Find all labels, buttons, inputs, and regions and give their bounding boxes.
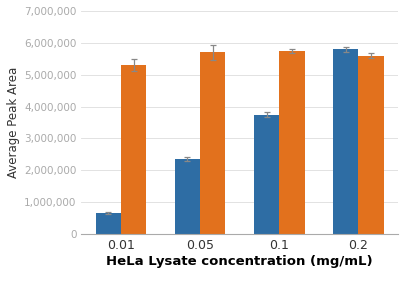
Y-axis label: Average Peak Area: Average Peak Area	[7, 67, 20, 178]
Bar	[358, 56, 384, 234]
Bar	[121, 65, 146, 234]
Bar	[175, 159, 200, 234]
Bar	[279, 51, 305, 234]
Bar	[254, 115, 279, 234]
X-axis label: HeLa Lysate concentration (mg/mL): HeLa Lysate concentration (mg/mL)	[107, 255, 373, 268]
Bar	[96, 213, 121, 234]
Bar	[200, 52, 226, 234]
Bar	[333, 49, 358, 234]
